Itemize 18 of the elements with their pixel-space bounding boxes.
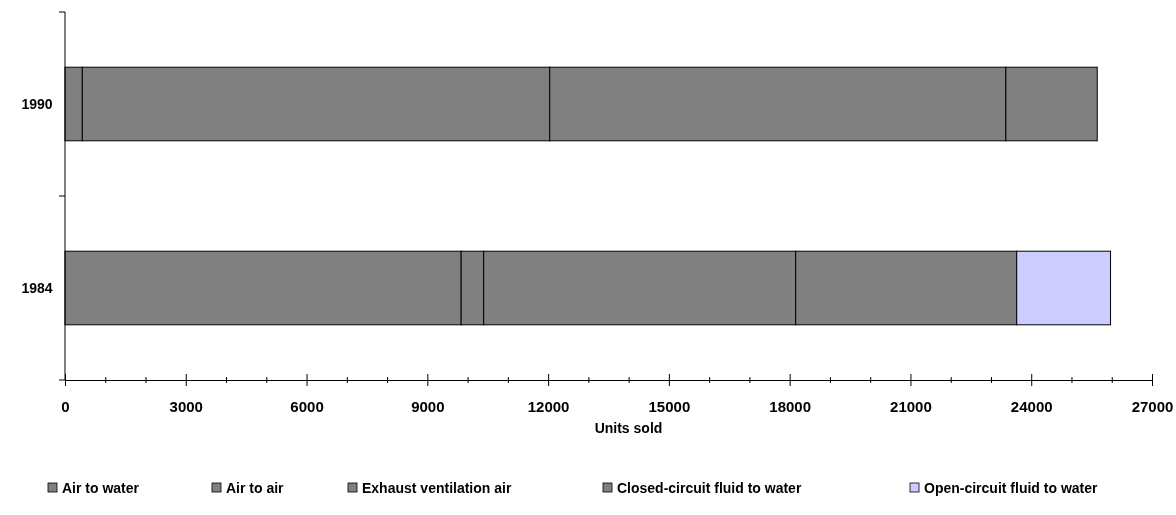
x-tick-label: 0 xyxy=(61,397,70,415)
x-tick-label: 18000 xyxy=(769,397,812,415)
legend-label: Open-circuit fluid to water xyxy=(924,479,1099,496)
x-tick-label: 24000 xyxy=(1010,397,1053,415)
y-tick-label: 1984 xyxy=(21,279,53,296)
legend-label: Air to water xyxy=(62,479,140,496)
x-tick-label: 3000 xyxy=(169,397,203,415)
x-tick-label: 9000 xyxy=(411,397,445,415)
legend-label: Air to air xyxy=(226,479,285,496)
x-axis-title: Units sold xyxy=(594,420,663,436)
x-tick-label: 15000 xyxy=(648,397,691,415)
y-tick-label: 1990 xyxy=(21,95,53,112)
x-tick-label: 27000 xyxy=(1131,397,1174,415)
legend-label: Closed-circuit fluid to water xyxy=(617,479,802,496)
x-tick-label: 6000 xyxy=(290,397,324,415)
x-tick-label: 12000 xyxy=(527,397,570,415)
x-tick-label: 21000 xyxy=(890,397,932,415)
legend-label: Exhaust ventilation air xyxy=(362,479,512,496)
